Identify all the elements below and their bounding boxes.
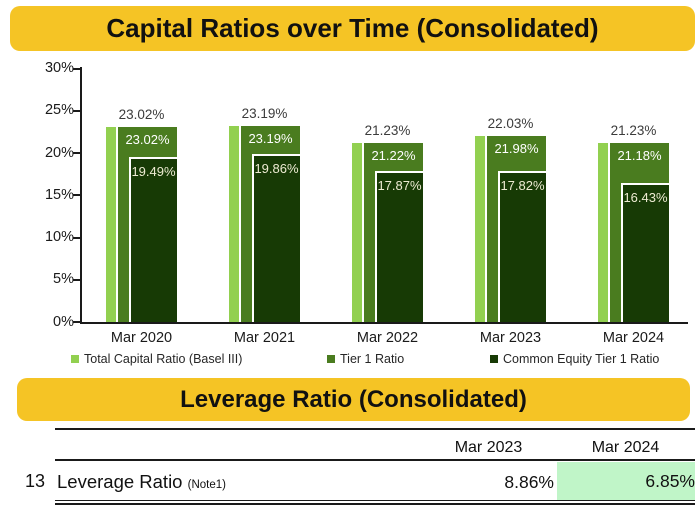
tier1-ratio-data-label: 23.19%	[248, 131, 293, 147]
table-rule-bottom-thin	[55, 500, 695, 501]
y-axis-tick-mark	[73, 236, 80, 239]
table-rule-top	[55, 428, 695, 430]
y-axis-tick-label: 5%	[53, 271, 74, 288]
legend-item: Common Equity Tier 1 Ratio	[490, 352, 659, 366]
common-equity-tier1-data-label: 19.86%	[254, 161, 299, 177]
row-label: Leverage Ratio (Note1)	[57, 471, 387, 492]
x-axis-category-label: Mar 2022	[356, 330, 419, 346]
x-axis-category-label: Mar 2024	[602, 330, 665, 346]
capital-ratios-bar-chart: 0% 5% 10% 15% 20% 25% 30% 23.02% 23.02% 19.49% Mar…	[44, 60, 688, 366]
tier1-ratio-data-label: 21.18%	[617, 148, 662, 164]
y-axis-tick-label: 15%	[44, 186, 74, 203]
bar-common-equity-tier1-ratio	[252, 154, 300, 322]
table-rule-bottom-thick	[55, 503, 695, 505]
y-axis-tick-label: 30%	[44, 60, 74, 76]
highlighted-cell-mar-2024: 6.85%	[557, 462, 695, 500]
table-rule-header	[55, 459, 695, 461]
x-axis-category-label: Mar 2023	[479, 330, 542, 346]
y-axis-line	[80, 67, 82, 324]
leverage-ratio-value-2023: 8.86%	[504, 472, 554, 492]
capital-ratios-title-banner: Capital Ratios over Time (Consolidated)	[10, 6, 695, 51]
common-equity-tier1-data-label: 17.87%	[377, 177, 422, 193]
x-axis-category-label: Mar 2020	[110, 330, 173, 346]
y-axis-tick-mark	[73, 152, 80, 154]
legend-swatch-icon	[71, 355, 79, 363]
bar-common-equity-tier1-ratio	[129, 157, 177, 322]
leverage-ratio-value-2024: 6.85%	[645, 471, 695, 491]
tier1-ratio-data-label: 21.22%	[371, 147, 416, 163]
note1-reference: (Note1)	[187, 479, 226, 491]
common-equity-tier1-data-label: 16.43%	[623, 190, 668, 206]
leverage-ratio-title: Leverage Ratio (Consolidated)	[180, 385, 527, 413]
bar-common-equity-tier1-ratio	[498, 171, 546, 322]
leverage-ratio-label: Leverage Ratio	[57, 471, 183, 492]
legend-label: Tier 1 Ratio	[340, 352, 405, 366]
y-axis-tick-label: 0%	[53, 313, 74, 330]
legend-label: Total Capital Ratio (Basel III)	[84, 352, 243, 366]
x-axis-line	[80, 322, 688, 324]
total-capital-ratio-data-label: 21.23%	[610, 122, 657, 138]
y-axis-tick-mark	[73, 194, 80, 197]
y-axis-tick-mark	[73, 67, 80, 70]
legend-swatch-icon	[327, 355, 335, 363]
legend-swatch-icon	[490, 355, 498, 363]
y-axis-tick-label: 10%	[44, 229, 74, 245]
row-number: 13	[24, 471, 45, 491]
legend-item: Total Capital Ratio (Basel III)	[71, 352, 242, 366]
bar-common-equity-tier1-ratio	[375, 170, 423, 322]
column-header-mar-2023: Mar 2023	[454, 439, 523, 456]
total-capital-ratio-data-label: 23.19%	[241, 106, 288, 122]
legend-label: Common Equity Tier 1 Ratio	[503, 352, 660, 366]
total-capital-ratio-data-label: 23.02%	[118, 107, 165, 123]
y-axis-tick-mark	[73, 321, 80, 323]
legend-item: Tier 1 Ratio	[327, 352, 404, 366]
x-axis-category-label: Mar 2021	[233, 330, 296, 346]
y-axis-tick-label: 25%	[44, 102, 74, 119]
common-equity-tier1-data-label: 17.82%	[500, 178, 545, 194]
leverage-ratio-title-banner: Leverage Ratio (Consolidated)	[17, 378, 690, 421]
tier1-ratio-data-label: 23.02%	[125, 132, 170, 148]
total-capital-ratio-data-label: 22.03%	[487, 115, 534, 131]
capital-ratios-title: Capital Ratios over Time (Consolidated)	[106, 13, 599, 43]
bar-common-equity-tier1-ratio	[621, 183, 669, 322]
common-equity-tier1-data-label: 19.49%	[131, 164, 176, 180]
tier1-ratio-data-label: 21.98%	[494, 141, 539, 157]
y-axis-tick-mark	[73, 278, 80, 281]
total-capital-ratio-data-label: 21.23%	[364, 122, 411, 138]
y-axis-tick-mark	[73, 109, 80, 112]
y-axis-tick-label: 20%	[44, 144, 74, 161]
column-header-mar-2024: Mar 2024	[591, 439, 660, 456]
